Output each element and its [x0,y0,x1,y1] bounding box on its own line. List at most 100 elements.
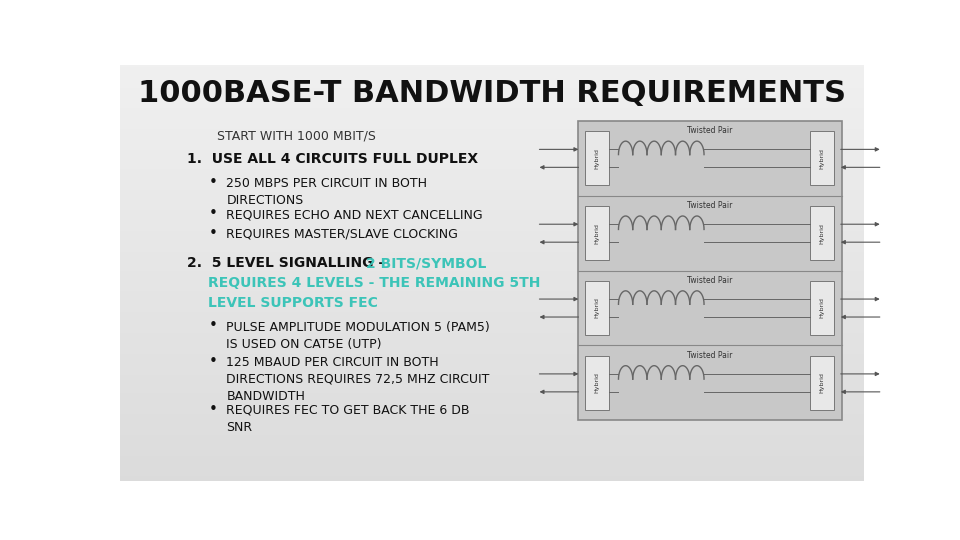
Bar [120,466,864,468]
Bar [120,150,864,152]
Bar [120,260,864,262]
Bar [120,167,864,168]
Text: LEVEL SUPPORTS FEC: LEVEL SUPPORTS FEC [207,296,377,310]
Bar [120,84,864,85]
Bar [120,175,864,177]
Bar [120,114,864,117]
Bar [120,352,864,354]
Bar [120,468,864,470]
Bar [120,424,864,427]
Bar [120,233,864,235]
Bar [120,256,864,258]
Bar [120,300,864,302]
Bar [120,451,864,454]
Bar [120,208,864,210]
Bar [120,381,864,383]
Bar [120,90,864,92]
Bar [120,319,864,321]
Bar [120,422,864,424]
Text: 2.  5 LEVEL SIGNALLING –: 2. 5 LEVEL SIGNALLING – [187,256,390,270]
Bar [120,312,864,314]
Bar [120,136,864,138]
Bar [120,121,864,123]
Bar [120,85,864,87]
Bar [120,210,864,212]
Bar [120,77,864,79]
Bar [120,414,864,416]
Bar [120,387,864,389]
Bar [120,223,864,225]
Bar [120,123,864,125]
Text: Hybrid: Hybrid [820,148,825,169]
Bar [120,292,864,294]
Bar [120,443,864,446]
Bar [120,389,864,391]
Text: Hybrid: Hybrid [594,298,599,319]
Text: Hybrid: Hybrid [594,148,599,169]
Bar [120,349,864,352]
Bar [120,125,864,127]
Bar [120,470,864,472]
Bar [120,212,864,214]
Bar [120,239,864,241]
Bar [120,198,864,200]
Bar [120,279,864,281]
Bar [120,462,864,464]
Bar [120,113,864,114]
Bar [120,65,864,67]
Text: Hybrid: Hybrid [594,373,599,393]
Bar [120,410,864,412]
Bar [120,248,864,250]
Bar [120,250,864,252]
Bar [120,348,864,349]
Bar [120,346,864,348]
Bar [120,165,864,167]
Bar [120,364,864,366]
Text: START WITH 1000 MBIT/S: START WITH 1000 MBIT/S [217,129,375,142]
Bar [120,385,864,387]
FancyBboxPatch shape [585,281,609,335]
Bar [120,238,864,239]
Bar [120,406,864,408]
Bar [120,144,864,146]
Bar [120,271,864,273]
Bar [120,333,864,335]
Bar [120,395,864,397]
Text: REQUIRES MASTER/SLAVE CLOCKING: REQUIRES MASTER/SLAVE CLOCKING [227,228,458,241]
Text: REQUIRES ECHO AND NEXT CANCELLING: REQUIRES ECHO AND NEXT CANCELLING [227,208,483,221]
Bar [120,117,864,119]
Bar [120,379,864,381]
Bar [120,321,864,322]
Bar [120,456,864,458]
Bar [120,308,864,310]
FancyBboxPatch shape [810,281,834,335]
Bar [120,322,864,325]
Bar [120,329,864,331]
Bar [120,265,864,266]
Bar [120,404,864,406]
Bar [120,185,864,187]
Text: 1000BASE-T BANDWIDTH REQUIREMENTS: 1000BASE-T BANDWIDTH REQUIREMENTS [138,79,846,109]
Bar [120,160,864,163]
Bar [120,241,864,244]
Bar [120,277,864,279]
Bar [120,221,864,223]
Bar [120,400,864,402]
Bar [120,429,864,431]
Bar [120,370,864,373]
Bar [120,229,864,231]
Bar [120,454,864,456]
Bar [120,92,864,94]
Bar [120,82,864,84]
Bar [120,183,864,185]
Bar [120,304,864,306]
FancyBboxPatch shape [585,206,609,260]
Bar [120,391,864,393]
Bar [120,427,864,429]
Bar [120,433,864,435]
Bar [120,69,864,71]
FancyBboxPatch shape [810,356,834,410]
FancyBboxPatch shape [810,206,834,260]
FancyBboxPatch shape [578,121,842,420]
Bar [120,416,864,418]
